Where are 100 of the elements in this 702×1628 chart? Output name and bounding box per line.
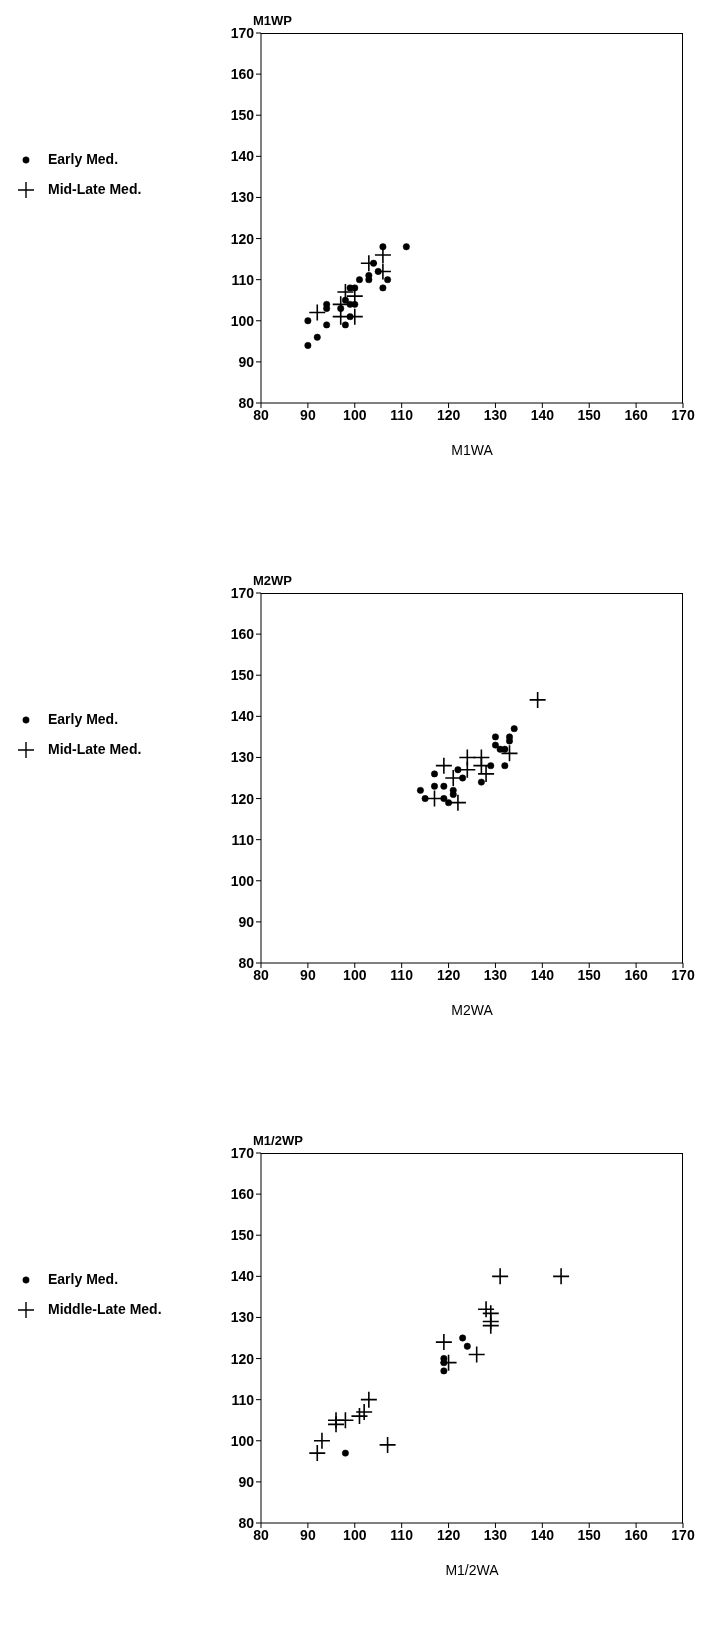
point	[491, 1267, 509, 1286]
x-tick-label: 90	[300, 406, 316, 423]
y-tick-label: 90	[238, 1473, 255, 1490]
point	[487, 762, 495, 770]
point	[360, 1390, 378, 1409]
y-tick-label: 90	[238, 353, 255, 370]
y-tick-label: 120	[230, 1350, 255, 1367]
x-axis-title: M2WA	[451, 1001, 494, 1018]
point	[501, 762, 509, 770]
point	[378, 1436, 397, 1454]
x-axis-title: M1/2WA	[445, 1561, 500, 1578]
x-tick-label: 110	[390, 966, 414, 983]
x-tick-label: 80	[253, 406, 269, 423]
x-tick-label: 160	[624, 966, 648, 983]
y-tick-label: 130	[230, 189, 255, 206]
point	[528, 691, 547, 709]
x-tick-label: 140	[530, 966, 555, 983]
y-axis-title: M1/2WP	[253, 1133, 303, 1148]
point	[552, 1267, 570, 1286]
y-tick-label: 120	[230, 230, 255, 247]
point	[341, 1449, 349, 1457]
point	[350, 1407, 369, 1425]
y-tick-label: 100	[230, 312, 255, 329]
y-tick-label: 160	[230, 1186, 255, 1203]
y-tick-label: 90	[238, 913, 255, 930]
point	[506, 737, 513, 745]
y-tick-label: 80	[238, 1514, 255, 1531]
y-tick-label: 110	[231, 1391, 255, 1408]
y-tick-label: 150	[230, 107, 255, 124]
point	[313, 1431, 331, 1450]
point	[491, 733, 499, 741]
point	[459, 1334, 467, 1342]
y-tick-label: 150	[230, 667, 255, 684]
x-tick-label: 110	[390, 1526, 414, 1543]
x-tick-label: 100	[343, 966, 367, 983]
y-axis-title: M1WP	[253, 13, 292, 28]
y-tick-label: 140	[230, 1268, 255, 1285]
x-tick-label: 80	[253, 1526, 269, 1543]
y-axis-title: M2WP	[253, 573, 292, 588]
point	[421, 795, 429, 803]
y-tick-label: 120	[230, 790, 255, 807]
point	[374, 262, 392, 281]
x-tick-label: 130	[483, 966, 508, 983]
legend-label: Early Med.	[48, 711, 119, 727]
y-tick-label: 160	[230, 66, 255, 83]
x-tick-label: 170	[671, 1526, 695, 1543]
x-tick-label: 90	[300, 1526, 316, 1543]
legend-label: Middle-Late Med.	[48, 1301, 162, 1317]
legend-label: Early Med.	[48, 151, 119, 167]
point	[440, 1367, 448, 1375]
y-tick-label: 100	[230, 1432, 255, 1449]
point	[439, 1353, 458, 1372]
point	[435, 756, 453, 775]
y-tick-label: 140	[230, 708, 255, 725]
point	[336, 1411, 355, 1430]
point	[467, 1345, 486, 1364]
x-tick-label: 170	[671, 406, 695, 423]
x-tick-label: 120	[436, 966, 461, 983]
y-tick-label: 170	[230, 1144, 255, 1161]
y-tick-label: 110	[231, 831, 255, 848]
x-tick-label: 150	[577, 966, 602, 983]
point	[440, 782, 448, 790]
point	[384, 276, 392, 284]
point	[379, 284, 387, 292]
y-tick-label: 100	[230, 872, 255, 889]
legend-label: Mid-Late Med.	[48, 741, 142, 757]
point	[463, 1342, 471, 1350]
legend-label: Early Med.	[48, 1271, 119, 1287]
point	[431, 770, 438, 778]
x-axis-title: M1WA	[451, 441, 494, 458]
point	[402, 243, 410, 251]
x-tick-label: 160	[624, 1526, 648, 1543]
y-tick-label: 150	[230, 1227, 255, 1244]
point	[341, 321, 349, 329]
y-tick-label: 130	[230, 1309, 255, 1326]
x-tick-label: 130	[483, 406, 508, 423]
x-tick-label: 100	[343, 1526, 367, 1543]
point	[435, 1333, 453, 1351]
y-tick-label: 80	[238, 954, 255, 971]
point	[308, 303, 327, 322]
point	[345, 307, 364, 326]
point	[360, 254, 378, 273]
legend-label: Mid-Late Med.	[48, 181, 142, 197]
x-tick-label: 80	[253, 966, 269, 983]
x-tick-label: 130	[483, 1526, 508, 1543]
point	[308, 1444, 327, 1462]
x-tick-label: 140	[530, 406, 555, 423]
x-tick-label: 100	[343, 406, 367, 423]
point	[449, 793, 467, 812]
y-tick-label: 130	[230, 749, 255, 766]
point	[304, 341, 312, 349]
point	[304, 317, 312, 325]
point	[355, 1403, 373, 1421]
point	[356, 276, 363, 284]
x-tick-label: 150	[577, 406, 602, 423]
x-tick-label: 110	[390, 406, 414, 423]
point	[416, 786, 424, 794]
point	[440, 795, 448, 803]
x-tick-label: 90	[300, 966, 316, 983]
point	[500, 744, 519, 763]
